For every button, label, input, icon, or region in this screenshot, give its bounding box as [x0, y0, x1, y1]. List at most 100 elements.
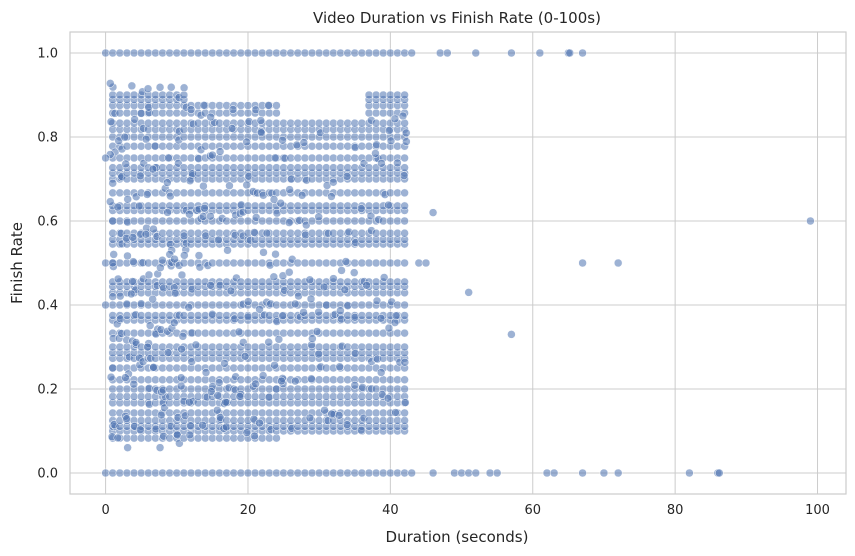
data-point	[279, 363, 288, 373]
data-point	[464, 288, 473, 297]
data-point	[193, 468, 203, 478]
data-point	[129, 328, 139, 338]
data-point	[386, 363, 395, 373]
data-point	[305, 275, 315, 285]
data-point	[129, 153, 139, 163]
data-point	[308, 334, 317, 343]
data-point	[357, 328, 367, 338]
data-point	[265, 416, 274, 425]
data-point	[329, 153, 338, 163]
data-point	[264, 101, 273, 110]
data-point	[223, 246, 232, 255]
data-point	[307, 468, 317, 478]
data-point	[257, 201, 267, 211]
data-point	[372, 296, 382, 306]
data-point	[129, 257, 138, 266]
data-point	[376, 368, 386, 377]
data-point	[122, 468, 132, 478]
data-point	[302, 220, 311, 230]
data-point	[300, 201, 310, 211]
data-point	[336, 306, 345, 315]
data-point	[715, 468, 724, 478]
data-point	[106, 372, 116, 382]
data-point	[165, 132, 174, 142]
data-point	[144, 258, 153, 268]
data-point	[158, 375, 167, 385]
x-tick-labels: 0 20 40 60 80 100	[101, 503, 829, 518]
data-point	[172, 118, 182, 128]
data-point	[314, 307, 323, 317]
data-point	[278, 135, 287, 145]
data-point	[256, 128, 266, 137]
data-point	[108, 228, 117, 238]
data-point	[165, 163, 174, 172]
data-point	[155, 83, 165, 92]
data-point	[186, 228, 196, 238]
data-point	[122, 311, 132, 320]
data-point	[108, 342, 117, 352]
data-point	[255, 418, 264, 428]
data-point	[343, 201, 352, 211]
data-point	[364, 468, 374, 478]
y-tick-label: 0.0	[37, 467, 58, 482]
data-point	[322, 153, 331, 163]
data-point	[314, 375, 324, 385]
data-point	[286, 201, 295, 211]
data-point	[250, 431, 259, 441]
data-point	[151, 375, 160, 385]
data-point	[400, 342, 409, 352]
data-point	[314, 212, 323, 222]
data-point	[293, 363, 303, 373]
data-point	[393, 375, 402, 385]
data-point	[307, 201, 317, 211]
data-point	[185, 397, 194, 407]
data-point	[229, 300, 238, 310]
data-point	[243, 258, 253, 268]
data-point	[386, 375, 395, 385]
chart-title: Video Duration vs Finish Rate (0-100s)	[313, 9, 601, 27]
data-point	[343, 408, 352, 418]
data-point	[378, 118, 388, 128]
data-point	[322, 384, 331, 394]
data-point	[229, 468, 238, 478]
data-point	[176, 381, 186, 391]
data-point	[186, 48, 196, 58]
data-point	[151, 342, 160, 352]
data-point	[291, 376, 300, 386]
data-point	[327, 192, 336, 201]
data-point	[158, 363, 167, 373]
data-point	[371, 468, 381, 478]
data-point	[242, 137, 251, 147]
data-point	[329, 48, 338, 58]
data-point	[299, 308, 308, 317]
y-tick-labels: 0.0 0.2 0.4 0.6 0.8 1.0	[37, 47, 58, 482]
data-point	[357, 363, 367, 373]
data-point	[279, 163, 288, 172]
data-point	[201, 342, 210, 352]
data-point	[400, 201, 409, 211]
data-point	[200, 203, 209, 213]
data-point	[329, 300, 338, 310]
data-point	[279, 328, 288, 338]
data-point	[222, 132, 231, 142]
data-point	[279, 416, 288, 425]
data-point	[371, 258, 381, 268]
data-point	[293, 228, 303, 238]
data-point	[314, 384, 324, 394]
data-point	[136, 468, 146, 478]
data-point	[350, 188, 360, 198]
data-point	[322, 311, 331, 320]
data-point	[122, 414, 131, 423]
data-point	[293, 392, 303, 401]
data-point	[108, 188, 117, 198]
data-point	[322, 216, 331, 226]
data-point	[293, 163, 303, 172]
data-point	[215, 311, 224, 320]
data-point	[364, 342, 374, 352]
data-point	[201, 328, 210, 338]
data-point	[357, 258, 367, 268]
data-point	[377, 390, 387, 399]
data-point	[185, 430, 195, 440]
data-point	[371, 108, 381, 118]
data-point	[229, 416, 238, 425]
